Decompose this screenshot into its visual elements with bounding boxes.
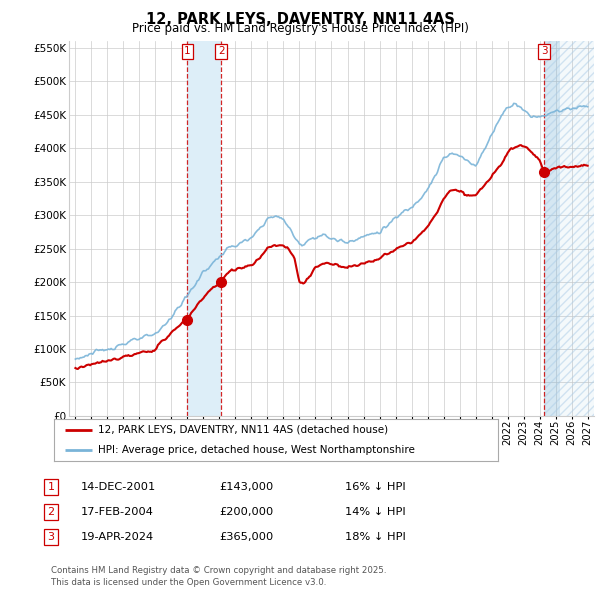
Text: Contains HM Land Registry data © Crown copyright and database right 2025.
This d: Contains HM Land Registry data © Crown c… xyxy=(51,566,386,587)
Text: 2: 2 xyxy=(47,507,55,517)
Text: 2: 2 xyxy=(218,47,224,56)
Text: 12, PARK LEYS, DAVENTRY, NN11 4AS: 12, PARK LEYS, DAVENTRY, NN11 4AS xyxy=(146,12,454,27)
Text: 18% ↓ HPI: 18% ↓ HPI xyxy=(345,532,406,542)
Text: £143,000: £143,000 xyxy=(219,482,273,491)
Text: 19-APR-2024: 19-APR-2024 xyxy=(81,532,154,542)
Text: 17-FEB-2004: 17-FEB-2004 xyxy=(81,507,154,517)
Text: 16% ↓ HPI: 16% ↓ HPI xyxy=(345,482,406,491)
Text: £365,000: £365,000 xyxy=(219,532,273,542)
Bar xyxy=(544,41,560,416)
Text: Price paid vs. HM Land Registry's House Price Index (HPI): Price paid vs. HM Land Registry's House … xyxy=(131,22,469,35)
Bar xyxy=(187,41,221,416)
Text: 14% ↓ HPI: 14% ↓ HPI xyxy=(345,507,406,517)
Text: 1: 1 xyxy=(47,482,55,491)
Text: £200,000: £200,000 xyxy=(219,507,273,517)
Text: 12, PARK LEYS, DAVENTRY, NN11 4AS (detached house): 12, PARK LEYS, DAVENTRY, NN11 4AS (detac… xyxy=(98,425,389,435)
Text: 3: 3 xyxy=(541,47,548,56)
Bar xyxy=(544,41,594,416)
Bar xyxy=(544,41,594,416)
Text: 3: 3 xyxy=(47,532,55,542)
Text: HPI: Average price, detached house, West Northamptonshire: HPI: Average price, detached house, West… xyxy=(98,445,415,455)
Text: 14-DEC-2001: 14-DEC-2001 xyxy=(81,482,156,491)
Text: 1: 1 xyxy=(184,47,191,56)
